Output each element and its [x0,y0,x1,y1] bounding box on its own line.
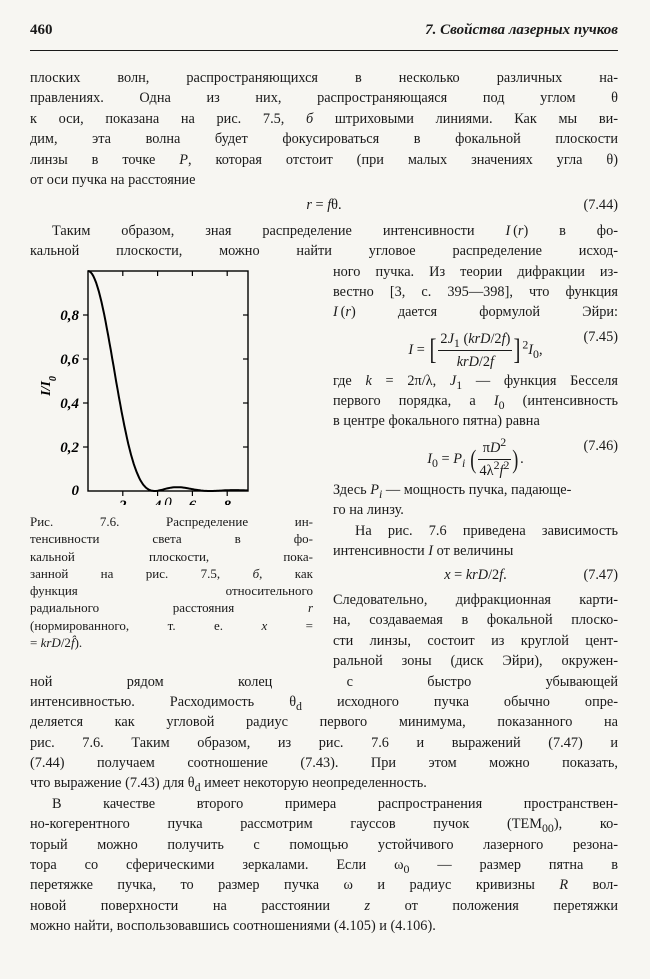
svg-text:0,4: 0,4 [60,396,79,412]
svg-text:0,2: 0,2 [60,440,79,456]
svg-text:8: 8 [223,498,231,505]
svg-text:0: 0 [72,483,80,499]
svg-text:0: 0 [164,495,172,505]
svg-text:6: 6 [189,498,197,505]
svg-text:0,8: 0,8 [60,308,79,324]
svg-text:4: 4 [153,498,162,505]
svg-text:0,6: 0,6 [60,352,79,368]
svg-text:2: 2 [118,498,127,505]
svg-text:I/I0: I/I0 [39,376,59,397]
